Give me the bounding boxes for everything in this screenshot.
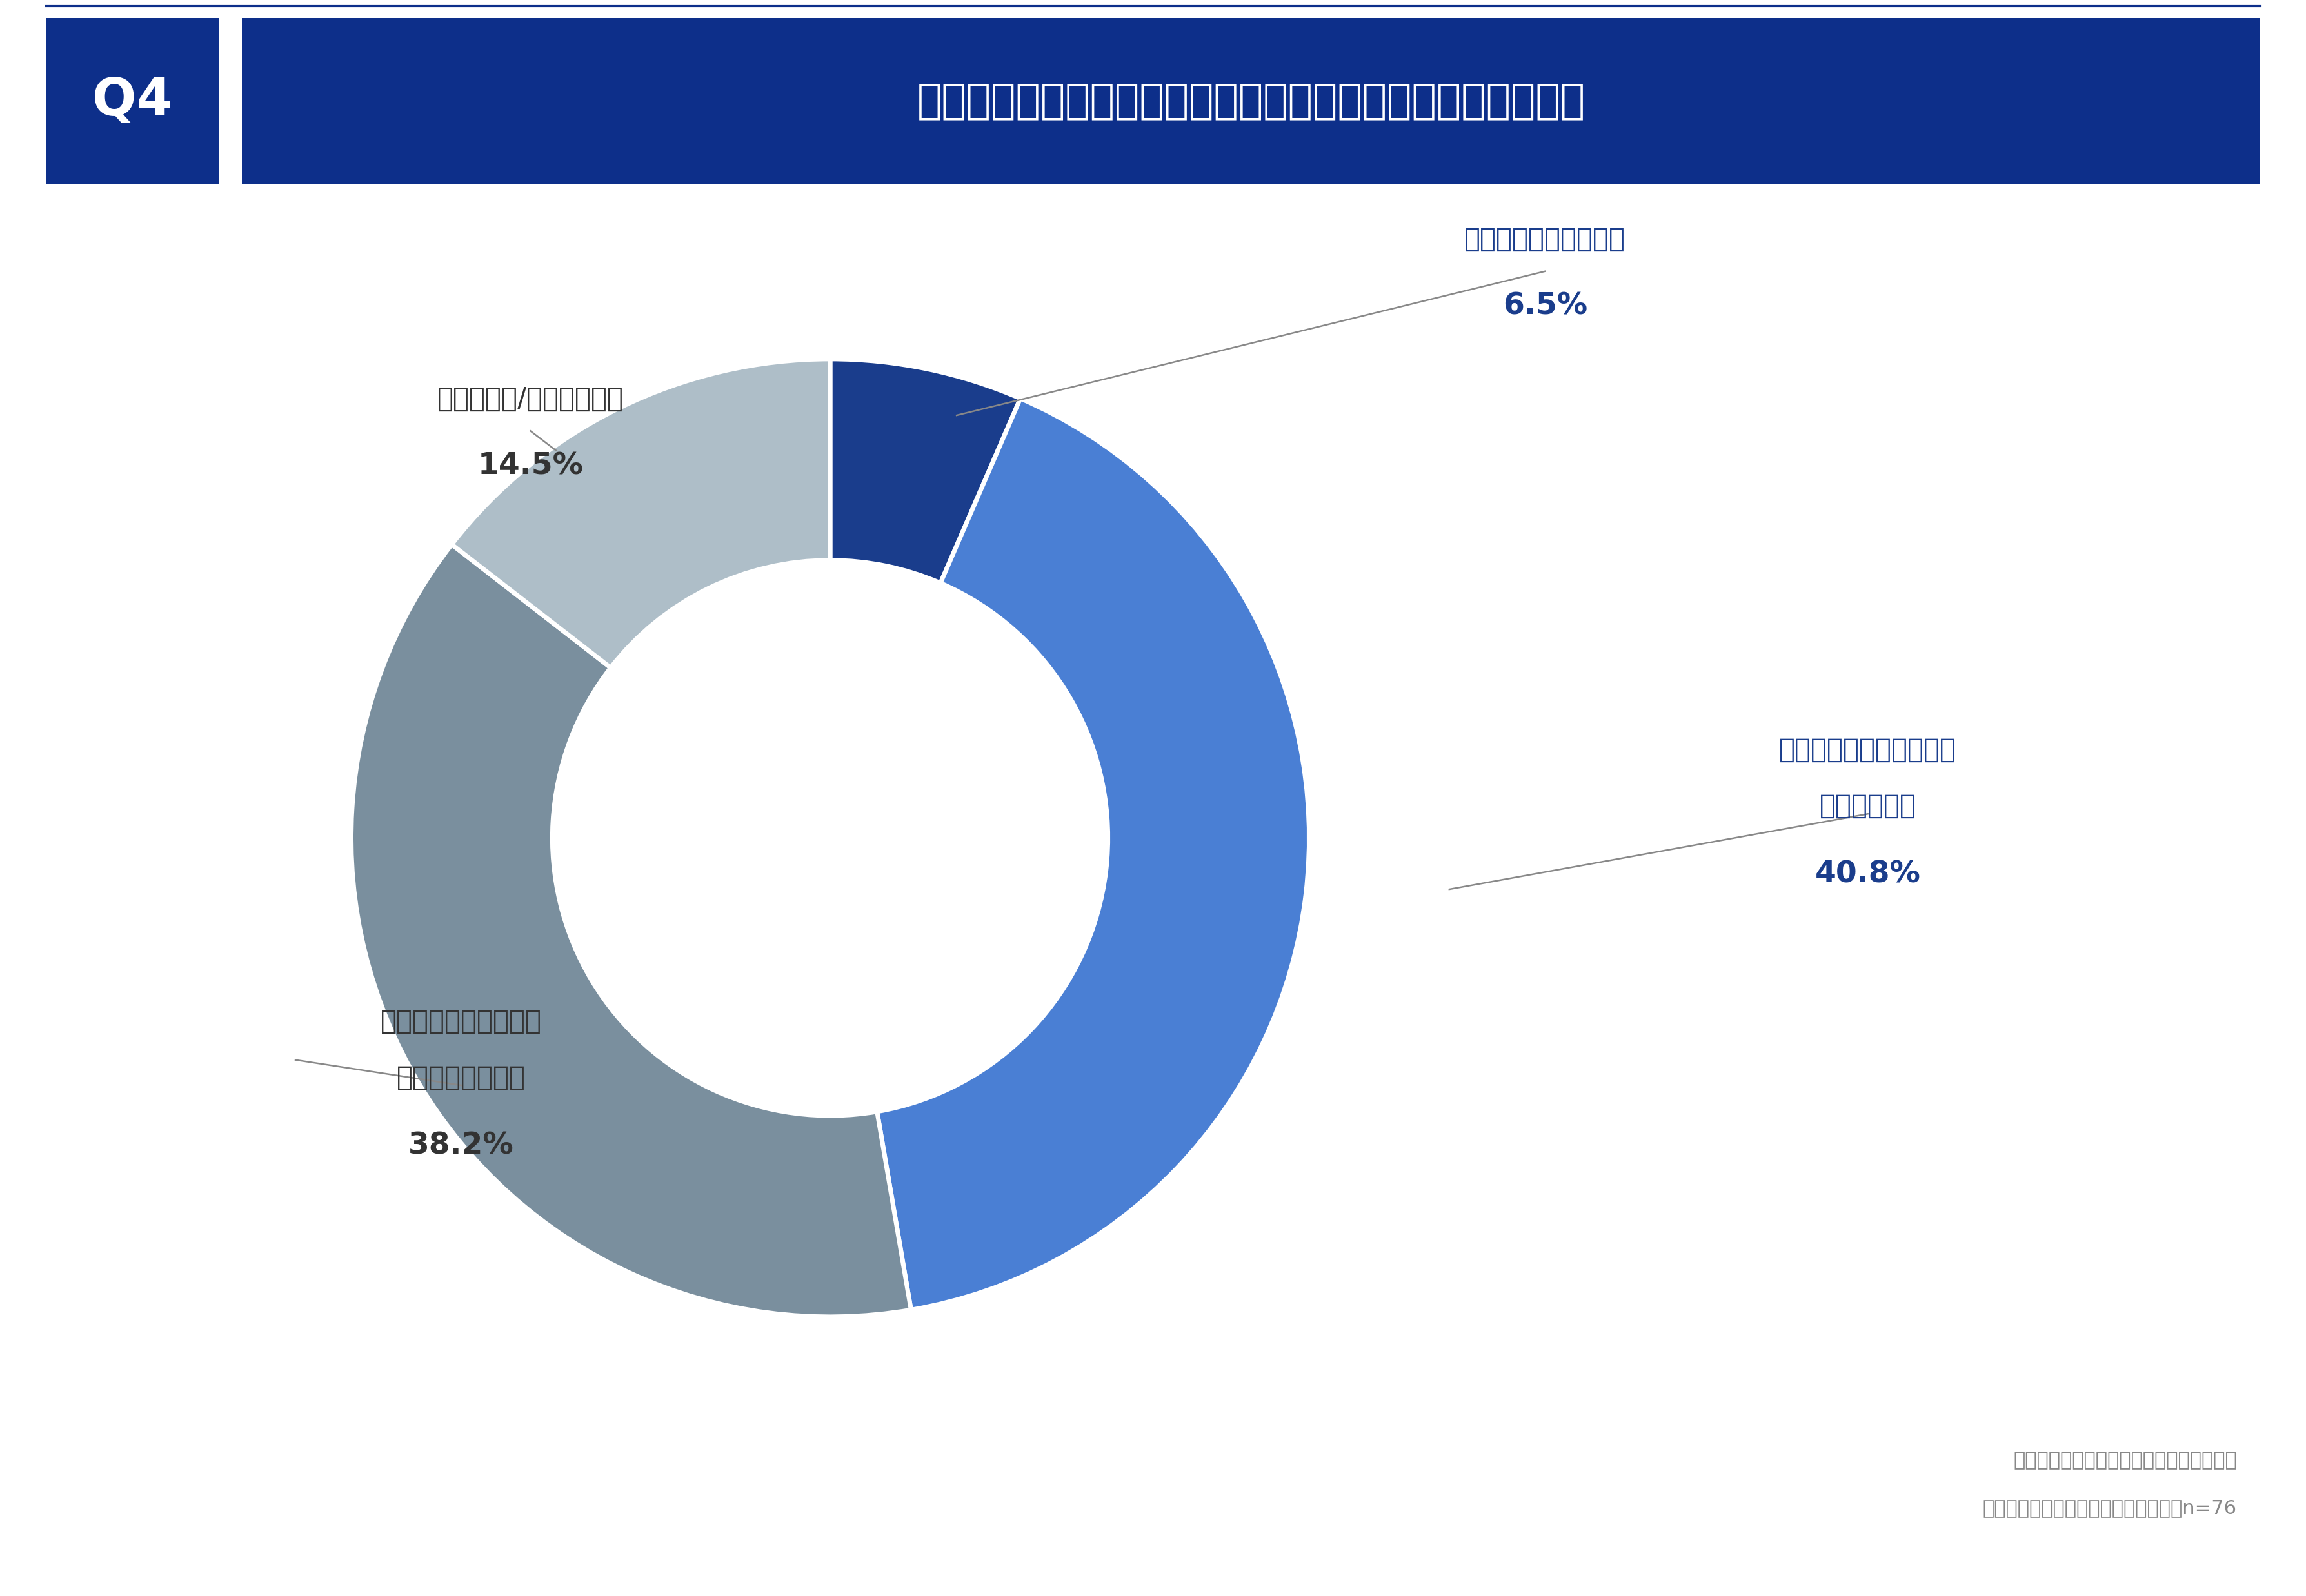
Text: 紙の請求書にかかるコスト増加への対策を行っていますか。: 紙の請求書にかかるコスト増加への対策を行っていますか。 [918, 81, 1584, 121]
Text: 40.8%: 40.8% [1815, 860, 1921, 889]
Text: 既に対策を行っている: 既に対策を行っている [1464, 227, 1626, 252]
Wedge shape [830, 359, 1019, 583]
Text: 14.5%: 14.5% [477, 452, 583, 480]
Text: 38.2%: 38.2% [408, 1132, 514, 1160]
Wedge shape [876, 399, 1310, 1310]
Text: 郵便料金の値上げに関する実態調査｜n=76: 郵便料金の値上げに関する実態調査｜n=76 [1983, 1499, 2237, 1518]
Wedge shape [452, 359, 830, 667]
Text: 対策を行っていないが、: 対策を行っていないが、 [1780, 737, 1955, 763]
Text: 検討もしていない: 検討もしていない [397, 1065, 526, 1090]
Bar [46, 19, 219, 184]
Wedge shape [351, 544, 911, 1317]
Text: 対策を行っておらず、: 対策を行っておらず、 [380, 1009, 542, 1034]
Text: わからない/答えられない: わからない/答えられない [438, 386, 623, 412]
Text: 検討している: 検討している [1819, 793, 1916, 819]
Text: Q4: Q4 [92, 75, 173, 126]
Text: キヤノンマーケティングジャパン株式会社: キヤノンマーケティングジャパン株式会社 [2013, 1451, 2237, 1470]
Text: 6.5%: 6.5% [1504, 292, 1587, 321]
Bar [242, 19, 2260, 184]
